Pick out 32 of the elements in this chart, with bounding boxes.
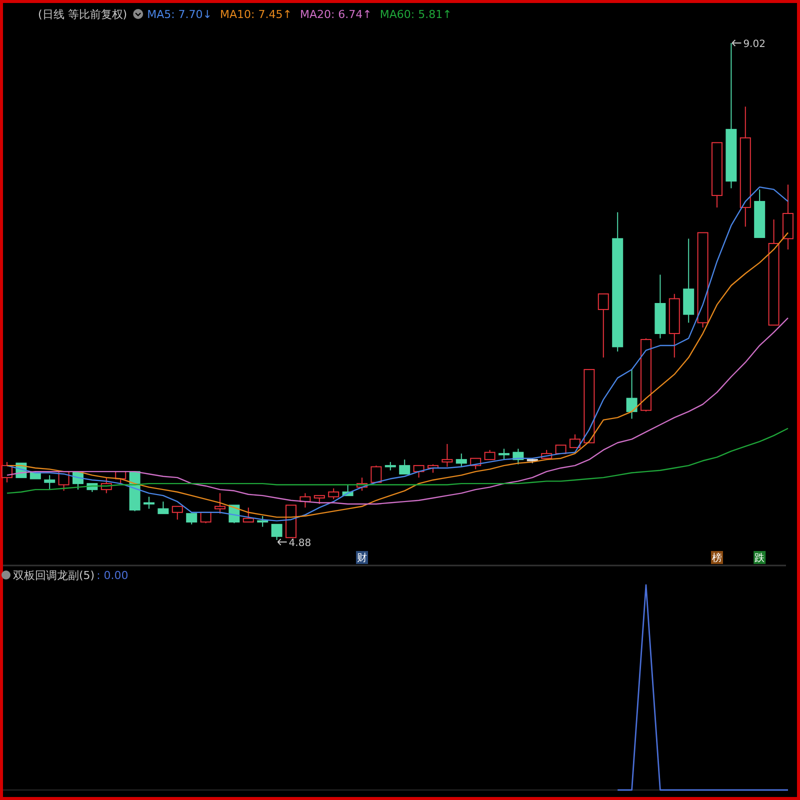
text: MA20: 6.74↑: [300, 8, 372, 21]
candlestick: [242, 507, 254, 522]
candlestick: [172, 506, 183, 520]
annotation: 4.88: [288, 538, 312, 549]
text: : 0.00: [96, 569, 128, 582]
candlestick: [328, 488, 340, 500]
candlestick: [214, 492, 226, 514]
chart-title: 双板回调龙副(5): [13, 569, 95, 582]
text: MA60: 5.81↑: [380, 8, 452, 21]
candlestick: [598, 293, 609, 358]
candlestick: [626, 369, 638, 420]
candlestick: [484, 449, 496, 460]
text: 跌: [754, 552, 765, 564]
chart-title: (日线 等比前复权): [38, 8, 128, 21]
candlestick: [370, 465, 382, 483]
candlestick: [186, 513, 198, 525]
candlestick: [456, 453, 467, 468]
candlestick: [271, 524, 282, 540]
candlestick: [158, 501, 169, 514]
text: MA5: 7.70↓: [147, 8, 212, 21]
text: 财: [357, 552, 367, 564]
candlestick: [399, 459, 410, 474]
candlestick: [413, 465, 424, 478]
candlestick: [498, 448, 510, 460]
candlestick: [442, 443, 453, 468]
text: MA10: 7.45↑: [220, 8, 292, 21]
candlestick: [257, 515, 268, 528]
annotation: 9.02: [743, 39, 766, 50]
candlestick: [144, 496, 154, 510]
candlestick: [570, 434, 580, 448]
candlestick: [44, 474, 56, 490]
text: 榜: [712, 552, 722, 564]
